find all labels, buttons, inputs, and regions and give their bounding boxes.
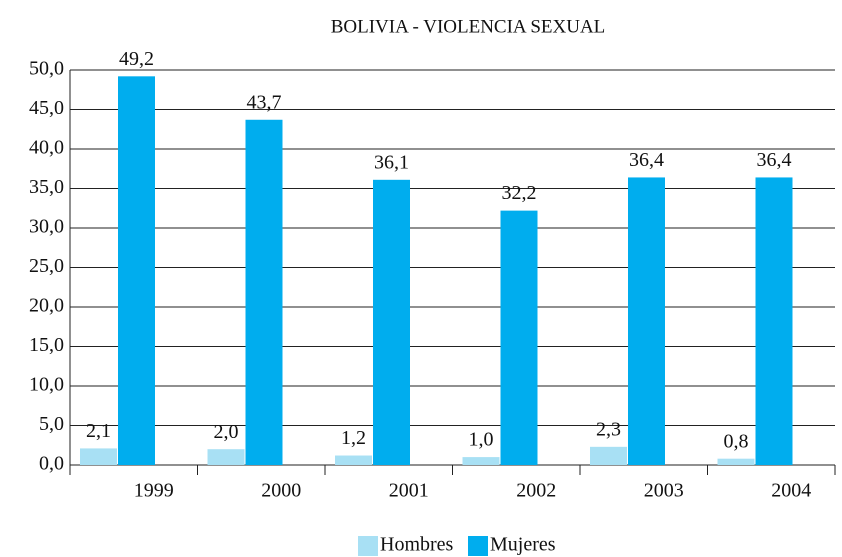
value-label: 2,0 <box>214 421 239 443</box>
bar <box>245 119 283 466</box>
y-tick-label: 40,0 <box>29 137 64 159</box>
x-tick-label: 1999 <box>134 480 174 502</box>
value-label: 2,3 <box>596 418 621 440</box>
bar <box>118 76 155 465</box>
bar <box>462 457 500 465</box>
legend-label: Mujeres <box>490 534 556 556</box>
value-label: 2,1 <box>86 420 111 442</box>
value-label: 49,2 <box>119 48 154 70</box>
bar <box>500 210 538 465</box>
bar <box>590 446 627 465</box>
bar <box>80 448 117 465</box>
value-label: 36,4 <box>629 149 664 171</box>
y-tick-label: 0,0 <box>39 453 64 475</box>
legend-swatch <box>358 536 378 556</box>
y-tick-label: 45,0 <box>29 97 64 119</box>
x-tick-label: 2000 <box>261 480 301 502</box>
legend-swatch <box>468 536 488 556</box>
bar <box>755 177 793 465</box>
y-tick-label: 50,0 <box>29 58 64 80</box>
bar <box>717 458 755 465</box>
y-tick-label: 15,0 <box>29 334 64 356</box>
y-tick-label: 25,0 <box>29 255 64 277</box>
value-label: 1,2 <box>341 427 366 449</box>
y-tick-label: 20,0 <box>29 295 64 317</box>
value-label: 0,8 <box>724 430 749 452</box>
bar <box>207 449 245 465</box>
bar <box>335 455 372 465</box>
value-label: 36,1 <box>374 151 409 173</box>
value-label: 43,7 <box>247 91 282 113</box>
value-label: 1,0 <box>469 429 494 451</box>
y-tick-label: 10,0 <box>29 374 64 396</box>
bar <box>628 177 665 465</box>
bar <box>373 179 410 465</box>
x-tick-label: 2002 <box>516 480 556 502</box>
value-label: 36,4 <box>757 149 792 171</box>
y-tick-label: 35,0 <box>29 176 64 198</box>
y-tick-label: 5,0 <box>39 413 64 435</box>
x-tick-label: 2004 <box>771 480 811 502</box>
chart-title: BOLIVIA - VIOLENCIA SEXUAL <box>331 16 606 37</box>
x-tick-label: 2003 <box>644 480 684 502</box>
value-label: 32,2 <box>502 182 537 204</box>
x-tick-label: 2001 <box>389 480 429 502</box>
y-tick-label: 30,0 <box>29 216 64 238</box>
legend-label: Hombres <box>380 534 454 556</box>
